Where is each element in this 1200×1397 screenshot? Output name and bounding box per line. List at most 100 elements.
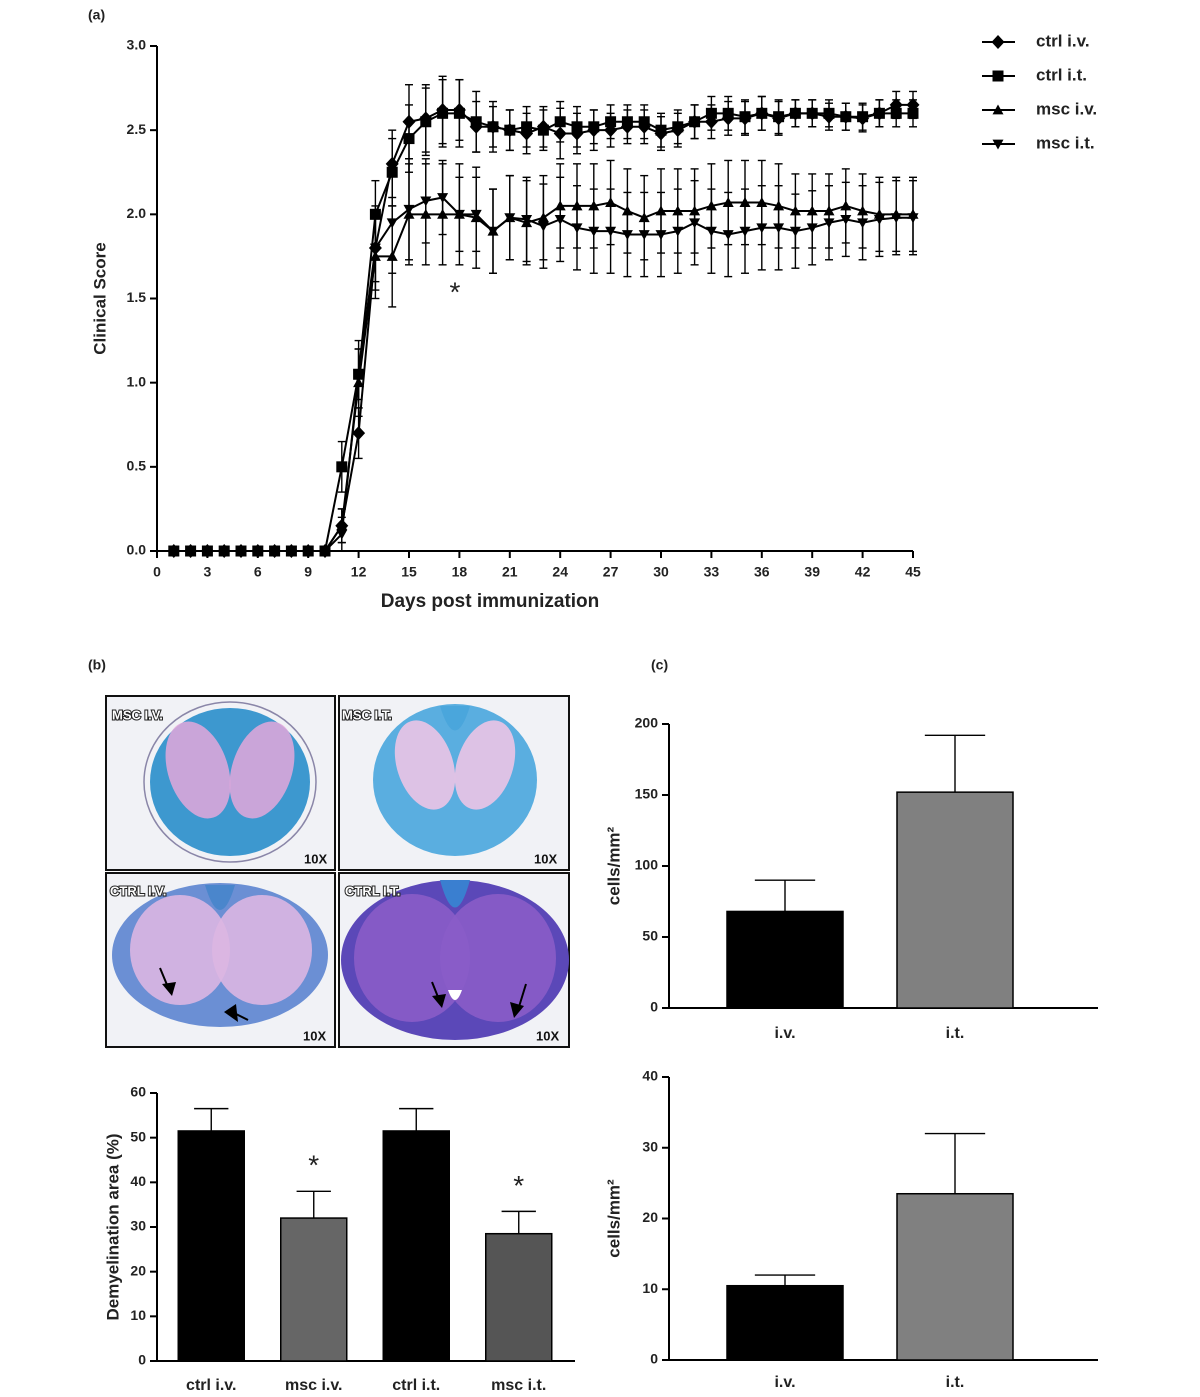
x-tick-label: 21 (502, 564, 518, 580)
x-tick-label: 15 (401, 564, 417, 580)
marker (806, 223, 818, 234)
micrograph-magnification: 10X (534, 851, 557, 866)
legend-label: msc i.v. (1036, 99, 1097, 118)
marker (168, 546, 180, 557)
marker (235, 546, 247, 557)
marker (873, 214, 885, 225)
marker (739, 226, 751, 237)
marker (487, 121, 499, 133)
marker (554, 214, 566, 225)
y-tick-label: 1.5 (127, 289, 147, 305)
marker (689, 218, 701, 229)
marker (521, 214, 533, 225)
micrograph-magnification: 10X (304, 851, 327, 866)
y-axis-label: Clinical Score (90, 242, 109, 354)
micrograph: CTRL I.V. 10X (105, 872, 336, 1048)
y-tick-label: 2.0 (127, 205, 147, 221)
y-tick-label: 10 (130, 1307, 146, 1323)
y-tick-label: 2.5 (127, 121, 147, 137)
marker (722, 107, 734, 119)
bar (896, 791, 1014, 1009)
marker (857, 111, 869, 123)
bar (280, 1217, 348, 1362)
error-bar (754, 879, 816, 912)
marker (420, 116, 432, 128)
marker (655, 124, 667, 136)
marker (773, 223, 785, 234)
marker (504, 213, 516, 224)
y-tick-label: 1.0 (127, 373, 147, 389)
micrograph-magnification: 10X (536, 1028, 559, 1043)
x-tick-label: 39 (804, 564, 820, 580)
y-tick-label: 50 (642, 928, 658, 944)
marker (991, 35, 1005, 49)
error-bar (501, 1210, 536, 1234)
error-bar (296, 1190, 331, 1219)
marker (806, 107, 818, 119)
marker (218, 546, 230, 557)
marker (453, 209, 465, 220)
marker (823, 218, 835, 229)
marker (554, 116, 566, 128)
x-tick-label: msc i.t. (491, 1377, 546, 1394)
y-tick-label: 100 (635, 857, 659, 873)
marker (907, 107, 919, 119)
marker (269, 546, 281, 557)
marker (403, 204, 415, 215)
y-tick-label: 0.0 (127, 542, 147, 558)
x-tick-label: i.v. (774, 1025, 795, 1042)
x-tick-label: 24 (552, 564, 568, 580)
marker (588, 121, 600, 133)
error-bar (754, 1274, 816, 1286)
y-tick-label: 50 (130, 1128, 146, 1144)
marker (403, 133, 415, 145)
marker (840, 214, 852, 225)
marker (621, 230, 633, 241)
x-tick-label: i.t. (946, 1374, 965, 1391)
x-tick-label: 0 (153, 564, 161, 580)
marker (621, 116, 633, 128)
x-tick-label: i.t. (946, 1025, 965, 1042)
error-bar (399, 1107, 434, 1131)
bar (726, 910, 844, 1009)
bar (485, 1232, 553, 1362)
y-tick-label: 0.5 (127, 458, 147, 474)
marker (722, 230, 734, 241)
y-tick-label: 60 (130, 1084, 146, 1100)
marker (756, 107, 768, 119)
legend-label: ctrl i.v. (1036, 31, 1090, 50)
panel-label: (a) (88, 7, 105, 23)
micrograph: MSC I.T. 10X (338, 695, 570, 871)
x-tick-label: ctrl i.t. (392, 1377, 440, 1394)
micrograph-label: CTRL I.T. (345, 883, 400, 898)
marker (655, 230, 667, 241)
marker (773, 111, 785, 123)
marker (504, 124, 516, 136)
marker (840, 111, 852, 123)
y-tick-label: 0 (650, 999, 658, 1015)
marker (890, 107, 902, 119)
marker (185, 546, 197, 557)
x-tick-label: i.v. (774, 1374, 795, 1391)
bar (177, 1130, 245, 1362)
marker (537, 124, 549, 136)
micrograph-label: MSC I.V. (112, 707, 163, 722)
marker (336, 529, 348, 540)
y-tick-label: 30 (642, 1138, 658, 1154)
series-line (173, 103, 913, 552)
marker (638, 230, 650, 241)
marker (873, 107, 885, 119)
marker (302, 546, 314, 557)
marker (890, 213, 902, 224)
marker (369, 243, 381, 254)
marker (705, 107, 717, 119)
legend-label: ctrl i.t. (1036, 65, 1087, 84)
bar (896, 1192, 1014, 1361)
significance-label: * (308, 1150, 319, 1181)
micrograph-label: CTRL I.V. (110, 883, 166, 898)
marker (252, 546, 264, 557)
marker (353, 369, 365, 380)
x-tick-label: 42 (855, 564, 871, 580)
y-axis-label: cells/mm² (604, 826, 623, 905)
